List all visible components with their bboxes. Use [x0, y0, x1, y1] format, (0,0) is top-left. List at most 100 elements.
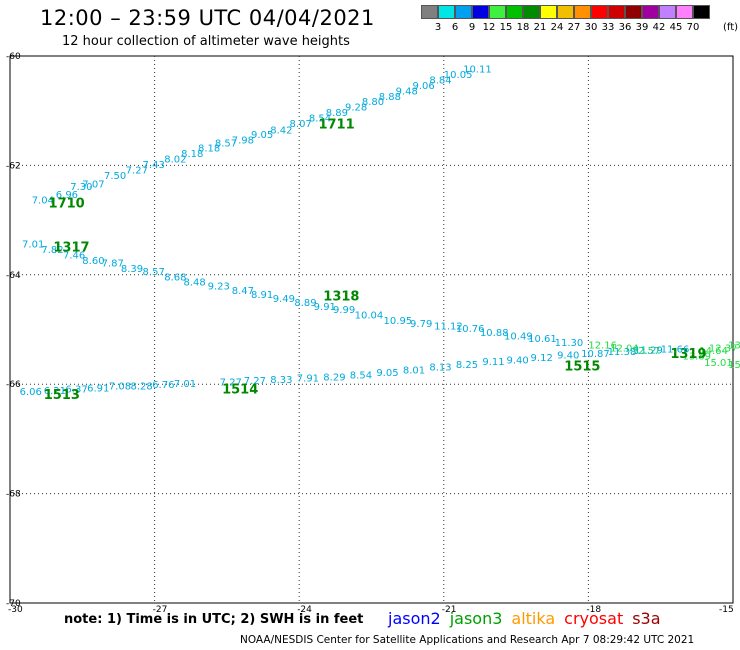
footer-note: note: 1) Time is in UTC; 2) SWH is in fe…	[64, 612, 364, 627]
wave-height-value: 11.30	[555, 338, 584, 349]
map-frame	[9, 55, 734, 604]
wave-height-value: 11.12	[434, 322, 463, 333]
legend-bin-label: 39	[635, 22, 649, 33]
wave-height-value: 10.88	[480, 328, 509, 339]
wave-height-value: 9.05	[251, 130, 273, 141]
wave-height-value: 7.43	[143, 160, 165, 171]
lon-tick-label: -15	[719, 605, 734, 615]
wave-height-value: 11.29	[634, 346, 663, 357]
pass-time-label: 1515	[564, 360, 600, 375]
lon-tick-label: -30	[8, 605, 23, 615]
legend-bin-label: 42	[652, 22, 666, 33]
wave-height-value: 9.12	[531, 353, 553, 364]
wave-height-value: 8.89	[326, 108, 348, 119]
legend-swatch	[557, 5, 574, 19]
wave-height-value: 9.06	[412, 81, 434, 92]
page-title: 12:00 – 23:59 UTC 04/04/2021	[40, 6, 375, 30]
wave-height-value: 11.38	[608, 347, 637, 358]
wave-height-value: 6.37	[65, 384, 87, 395]
legend-bin-label: 27	[567, 22, 581, 33]
wave-height-value: 9.11	[482, 357, 504, 368]
wave-height-value: 8.28	[131, 382, 153, 393]
wave-height-value: 6.91	[87, 383, 109, 394]
wave-height-value: 8.60	[82, 256, 104, 267]
wave-height-value: 7.91	[297, 373, 319, 384]
wave-height-value: 8.68	[164, 272, 186, 283]
wave-height-value: 12.04	[610, 343, 639, 354]
legend-swatch	[608, 5, 625, 19]
wave-height-value: 9.40	[557, 350, 579, 361]
wave-height-value: 12.16	[588, 341, 617, 352]
legend-bin-label: 18	[516, 22, 530, 33]
legend-bin-label: 36	[618, 22, 632, 33]
legend-bin-label: 70	[686, 22, 700, 33]
wave-height-value: 8.54	[350, 371, 372, 382]
wave-height-value: 8.47	[232, 286, 254, 297]
wave-height-value: 8.01	[403, 365, 425, 376]
wave-height-value: 8.02	[164, 155, 186, 166]
wave-height-value: 12.57	[632, 346, 661, 357]
wave-height-value: 7.04	[32, 196, 54, 207]
wave-height-value: 7.01	[22, 239, 44, 250]
legend-swatch	[625, 5, 642, 19]
legend-swatch	[523, 5, 540, 19]
legend-swatch	[659, 5, 676, 19]
wave-height-value: 7.08	[109, 382, 131, 393]
legend-swatch	[438, 5, 455, 19]
legend-bin-label: 12	[482, 22, 496, 33]
wave-height-value: 8.42	[270, 126, 292, 137]
wave-height-value: 15.33	[728, 360, 740, 371]
legend-bin-label: 30	[584, 22, 598, 33]
legend-bin-label: 33	[601, 22, 615, 33]
wave-height-value: 10.04	[355, 311, 384, 322]
legend-bin-label: 24	[550, 22, 564, 33]
legend-swatch	[574, 5, 591, 19]
lon-tick-label: -21	[442, 605, 457, 615]
legend-unit: (ft)	[723, 22, 739, 33]
legend-swatch	[489, 5, 506, 19]
legend-bin-label: 9	[468, 22, 476, 33]
legend-swatch	[693, 5, 710, 19]
lat-tick-label: -68	[6, 490, 21, 500]
wave-height-value: 8.18	[198, 144, 220, 155]
lon-tick-label: -27	[153, 605, 168, 615]
lat-tick-label: -70	[6, 599, 21, 609]
wave-height-value: 13.89	[682, 352, 711, 363]
wave-height-value: 9.05	[376, 368, 398, 379]
pass-time-label: 1711	[318, 117, 354, 132]
pass-time-label: 1317	[53, 240, 89, 255]
lat-tick-label: -64	[6, 271, 21, 281]
legend-bin-label: 45	[669, 22, 683, 33]
wave-height-value: 9.48	[396, 86, 418, 97]
legend-swatch	[676, 5, 693, 19]
wave-height-value: 7.46	[63, 250, 85, 261]
wave-height-value: 7.27	[220, 377, 242, 388]
wave-height-value: 8.07	[290, 119, 312, 130]
lat-tick-label: -60	[6, 52, 21, 62]
legend-swatch	[642, 5, 659, 19]
wave-height-value: 9.28	[345, 103, 367, 114]
wave-height-value: 7.01	[174, 379, 196, 390]
legend-bin-label: 6	[451, 22, 459, 33]
wave-height-value: 11.66	[661, 344, 690, 355]
page-subtitle: 12 hour collection of altimeter wave hei…	[62, 34, 350, 49]
legend-bin-label: 3	[434, 22, 442, 33]
wave-height-value: 10.95	[384, 316, 413, 327]
wave-height-value: 8.18	[181, 149, 203, 160]
wave-height-value: 9.40	[506, 355, 528, 366]
legend-swatch	[472, 5, 489, 19]
wave-height-value: 8.88	[379, 92, 401, 103]
satellite-jason3: jason3	[449, 609, 503, 628]
pass-time-label: 1513	[44, 388, 80, 403]
lat-tick-label: -62	[6, 161, 21, 171]
wave-height-value: 10.87	[581, 349, 610, 360]
satellite-cryosat: cryosat	[564, 609, 624, 628]
wave-height-value: 9.91	[314, 302, 336, 313]
satellite-jason2: jason2	[388, 609, 441, 628]
wave-height-value: 13.65	[728, 341, 740, 352]
wave-height-value: 9.99	[333, 305, 355, 316]
credit-line: NOAA/NESDIS Center for Satellite Applica…	[240, 634, 695, 646]
satellite-legend: jason2 jason3 altika cryosat s3a	[388, 609, 670, 628]
